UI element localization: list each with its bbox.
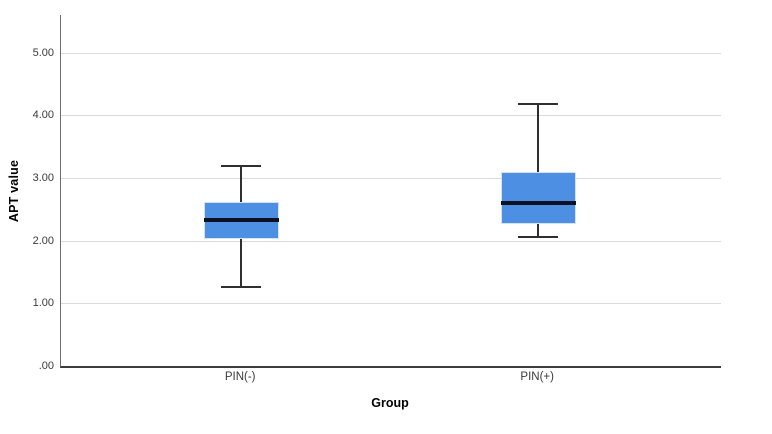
- gridline: [61, 178, 721, 179]
- y-tick-label: 2.00: [32, 234, 54, 247]
- y-tick-label: 1.00: [32, 297, 54, 310]
- gridline: [61, 303, 721, 305]
- y-axis-title: APT value: [7, 159, 21, 223]
- y-tick-label: 5.00: [32, 46, 54, 59]
- gridline: [61, 240, 721, 242]
- median-line: [500, 201, 576, 205]
- whisker-cap-bottom: [221, 285, 262, 288]
- x-tick-label: PIN(-): [224, 371, 256, 383]
- x-axis-title: Group: [371, 396, 409, 410]
- median-line: [203, 218, 279, 222]
- whisker-cap-bottom: [518, 235, 559, 238]
- plot-area: [60, 15, 721, 368]
- y-tick-label: .00: [38, 360, 54, 372]
- y-tick-label: 4.00: [32, 109, 54, 122]
- whisker-cap-top: [518, 102, 559, 105]
- box-iqr: [500, 171, 576, 224]
- x-tick-label: PIN(+): [520, 371, 554, 383]
- y-tick-label: 3.00: [32, 172, 54, 184]
- gridline: [61, 115, 721, 117]
- whisker-cap-top: [221, 165, 262, 168]
- gridline: [61, 52, 721, 54]
- whisker-line: [537, 102, 540, 238]
